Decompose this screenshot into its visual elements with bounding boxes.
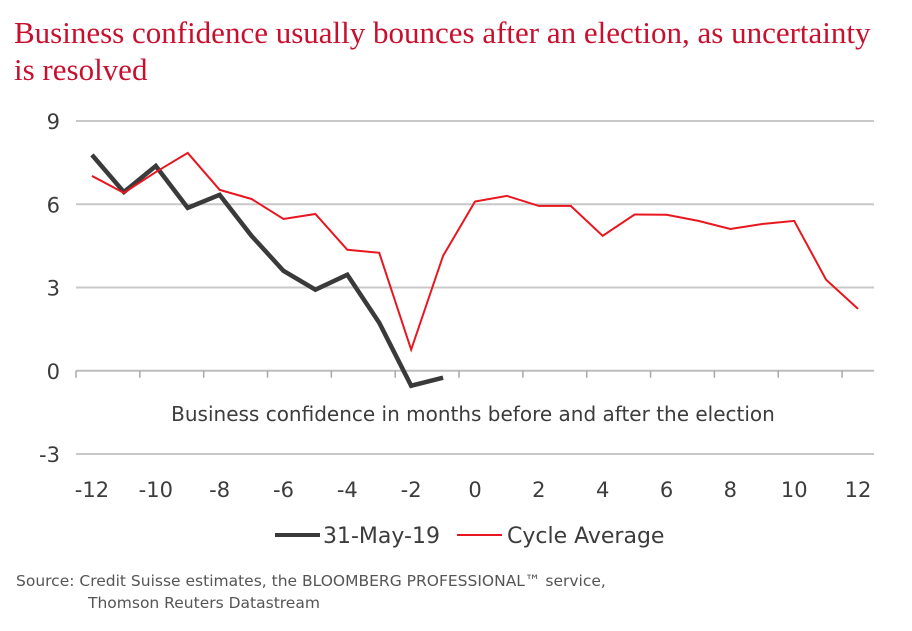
y-axis-labels: 9 6 3 0 -3 (39, 110, 60, 467)
x-tick-label: 0 (468, 478, 481, 502)
x-tick-label: -8 (209, 478, 230, 502)
x-tick-label: 6 (660, 478, 673, 502)
chart-title: Business confidence usually bounces afte… (14, 15, 871, 87)
series-lines (90, 151, 859, 389)
source-line-2: Thomson Reuters Datastream (88, 594, 320, 612)
x-axis-ticks (75, 370, 843, 378)
legend-label-31-may-19: 31-May-19 (323, 524, 440, 549)
source-note: Source: Credit Suisse estimates, the BLO… (16, 570, 606, 614)
legend-label-cycle-average: Cycle Average (507, 524, 664, 549)
source-line-1: Source: Credit Suisse estimates, the BLO… (16, 572, 606, 590)
x-tick-label: -4 (337, 478, 358, 502)
y-tick-label: -3 (39, 443, 60, 467)
x-tick-label: -12 (75, 478, 109, 502)
x-tick-label: 4 (596, 478, 609, 502)
y-tick-label: 0 (47, 360, 60, 384)
legend: 31-May-19 Cycle Average (275, 524, 664, 549)
y-tick-label: 6 (47, 193, 60, 217)
y-tick-label: 9 (47, 110, 60, 134)
x-tick-label: 10 (781, 478, 808, 502)
x-tick-label: -10 (139, 478, 173, 502)
x-axis-labels: -12 -10 -8 -6 -4 -2 0 2 4 6 8 10 12 (75, 478, 872, 502)
x-tick-label: 8 (724, 478, 737, 502)
series-line-31-may-19 (90, 153, 444, 389)
y-tick-label: 3 (47, 277, 60, 301)
x-axis-title: Business confidence in months before and… (171, 402, 775, 426)
x-tick-label: -6 (273, 478, 294, 502)
gridlines (76, 120, 874, 455)
x-tick-label: 12 (845, 478, 872, 502)
x-tick-label: -2 (401, 478, 422, 502)
x-tick-label: 2 (532, 478, 545, 502)
series-line-cycle-average (91, 151, 859, 353)
